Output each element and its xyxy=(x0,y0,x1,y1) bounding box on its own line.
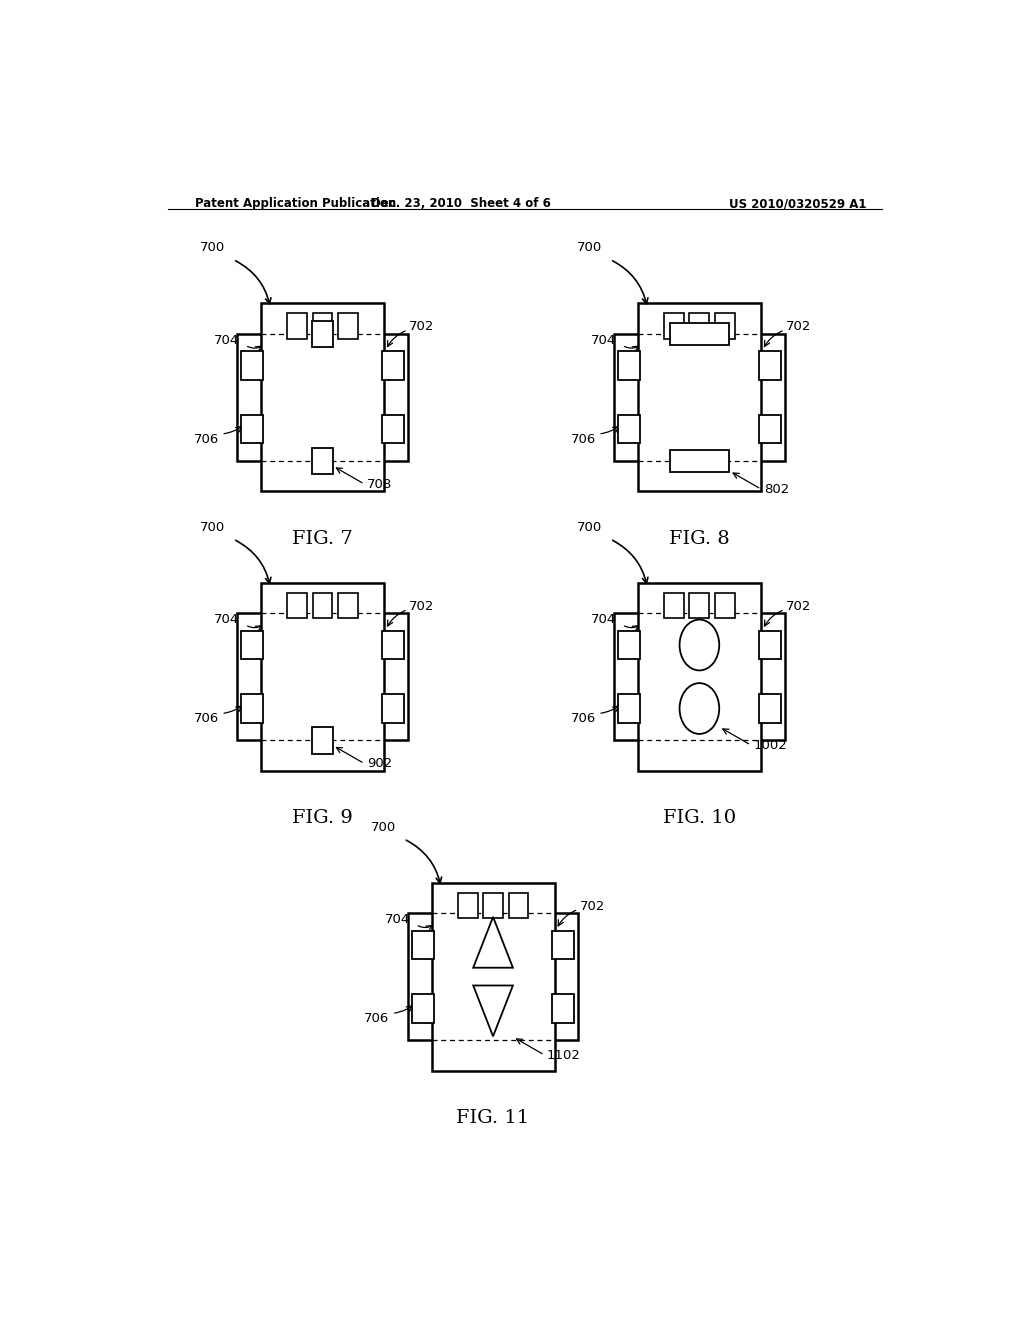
Text: FIG. 9: FIG. 9 xyxy=(292,809,353,828)
Bar xyxy=(312,447,333,474)
Bar xyxy=(287,313,307,339)
Text: 702: 702 xyxy=(410,599,435,612)
Bar xyxy=(241,351,263,380)
Text: FIG. 7: FIG. 7 xyxy=(292,529,353,548)
Bar xyxy=(458,892,477,919)
Bar xyxy=(408,913,579,1040)
Bar xyxy=(238,614,408,741)
Bar xyxy=(665,593,684,618)
Polygon shape xyxy=(473,917,513,968)
Bar xyxy=(552,931,574,960)
Bar xyxy=(241,414,263,444)
Text: 706: 706 xyxy=(194,713,219,725)
Text: FIG. 10: FIG. 10 xyxy=(663,809,736,828)
Bar xyxy=(638,582,761,771)
Bar xyxy=(618,631,640,659)
Text: 1102: 1102 xyxy=(547,1048,581,1061)
Bar xyxy=(382,631,403,659)
Text: 700: 700 xyxy=(577,521,602,535)
Bar xyxy=(618,414,640,444)
Circle shape xyxy=(680,684,719,734)
Text: 704: 704 xyxy=(214,334,240,347)
Text: 1002: 1002 xyxy=(754,739,787,751)
Polygon shape xyxy=(473,986,513,1036)
Bar xyxy=(261,582,384,771)
Text: 706: 706 xyxy=(194,433,219,446)
Bar xyxy=(238,334,408,461)
Text: 700: 700 xyxy=(200,521,225,535)
Text: 802: 802 xyxy=(764,483,788,496)
Bar xyxy=(312,727,333,754)
Bar xyxy=(261,304,384,491)
Text: 706: 706 xyxy=(570,713,596,725)
Bar xyxy=(689,313,710,339)
Bar xyxy=(552,994,574,1023)
Bar xyxy=(614,334,784,461)
Text: FIG. 11: FIG. 11 xyxy=(457,1109,529,1127)
Text: Dec. 23, 2010  Sheet 4 of 6: Dec. 23, 2010 Sheet 4 of 6 xyxy=(372,197,551,210)
Text: 700: 700 xyxy=(371,821,396,834)
Bar xyxy=(241,631,263,659)
Text: 702: 702 xyxy=(410,321,435,334)
Bar xyxy=(670,450,729,473)
Bar xyxy=(618,351,640,380)
Text: 702: 702 xyxy=(786,321,812,334)
Circle shape xyxy=(680,619,719,671)
Text: 700: 700 xyxy=(200,242,225,255)
Bar xyxy=(509,892,528,919)
Bar xyxy=(338,313,357,339)
Bar xyxy=(338,593,357,618)
Bar xyxy=(759,351,780,380)
Bar xyxy=(614,614,784,741)
Bar xyxy=(670,322,729,345)
Text: US 2010/0320529 A1: US 2010/0320529 A1 xyxy=(728,197,866,210)
Bar xyxy=(759,414,780,444)
Bar xyxy=(312,313,333,339)
Text: 708: 708 xyxy=(367,478,392,491)
Bar xyxy=(382,414,403,444)
Bar xyxy=(431,883,555,1071)
Bar xyxy=(287,593,307,618)
Bar xyxy=(483,892,503,919)
Text: 704: 704 xyxy=(591,334,616,347)
Text: 706: 706 xyxy=(365,1012,389,1026)
Bar xyxy=(412,994,434,1023)
Bar xyxy=(312,593,333,618)
Text: 702: 702 xyxy=(580,900,605,912)
Text: 706: 706 xyxy=(570,433,596,446)
Text: 902: 902 xyxy=(367,758,392,770)
Bar xyxy=(412,931,434,960)
Text: 702: 702 xyxy=(786,599,812,612)
Bar xyxy=(382,694,403,723)
Bar xyxy=(715,313,734,339)
Bar xyxy=(241,694,263,723)
Bar xyxy=(382,351,403,380)
Bar xyxy=(759,631,780,659)
Text: 700: 700 xyxy=(577,242,602,255)
Bar xyxy=(638,304,761,491)
Text: Patent Application Publication: Patent Application Publication xyxy=(196,197,396,210)
Bar xyxy=(312,321,333,347)
Text: 704: 704 xyxy=(591,612,616,626)
Bar xyxy=(665,313,684,339)
Text: FIG. 8: FIG. 8 xyxy=(669,529,730,548)
Bar xyxy=(618,694,640,723)
Text: 704: 704 xyxy=(385,913,411,925)
Bar xyxy=(759,694,780,723)
Bar xyxy=(689,593,710,618)
Bar xyxy=(715,593,734,618)
Text: 704: 704 xyxy=(214,612,240,626)
